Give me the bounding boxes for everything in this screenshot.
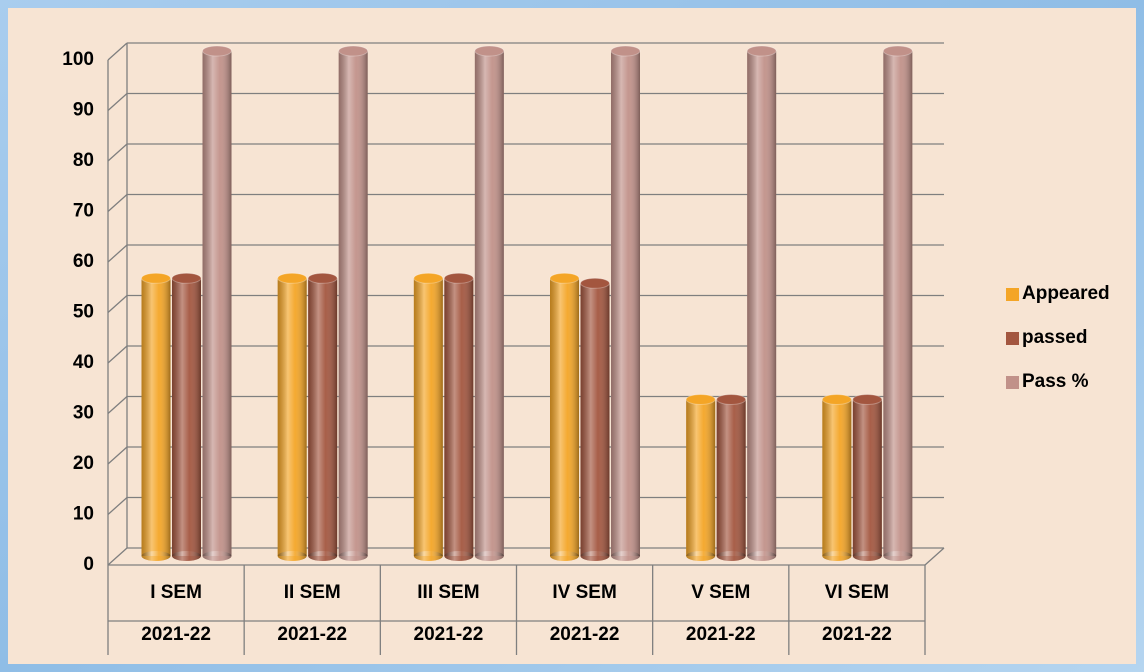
bar-shading — [716, 399, 746, 556]
grid-diagonal — [107, 42, 128, 61]
grid-diagonal — [107, 345, 128, 364]
x-tick-label: 2021-22 — [822, 624, 892, 645]
bar-top — [443, 272, 474, 284]
bar-shading — [308, 278, 338, 556]
bar-shading — [172, 278, 201, 556]
x-tick-label: 2021-22 — [141, 624, 211, 645]
bar-shading — [550, 278, 579, 556]
bar — [141, 272, 171, 561]
y-tick-label: 50 — [73, 302, 94, 323]
bar-shading — [580, 283, 610, 556]
bar — [277, 272, 308, 561]
bar-top — [277, 272, 308, 284]
bar — [307, 272, 338, 561]
bar-shading — [852, 399, 882, 556]
y-tick-label: 40 — [73, 352, 94, 373]
bar — [882, 45, 913, 561]
bar — [549, 272, 580, 561]
x-tick-label: III SEM — [417, 582, 479, 603]
bar-shading — [822, 399, 852, 556]
bar-top — [307, 272, 338, 284]
legend-swatch — [1006, 332, 1019, 345]
bar — [474, 45, 505, 561]
bar-top — [171, 272, 202, 284]
y-tick-label: 80 — [73, 150, 94, 171]
legend-swatch — [1006, 376, 1019, 389]
grid-diagonal — [107, 194, 128, 212]
bar-shading — [444, 278, 474, 556]
bar-top — [746, 45, 777, 57]
bar-shading — [338, 51, 368, 556]
grid-diagonal — [107, 396, 128, 414]
x-tick-label: I SEM — [150, 582, 202, 603]
grid-diagonal — [107, 547, 128, 566]
bar — [746, 45, 777, 561]
bar — [610, 45, 641, 561]
y-tick-label: 20 — [73, 453, 94, 474]
bar-top — [685, 393, 716, 405]
grid-diagonal — [107, 446, 128, 465]
bar-top — [580, 277, 610, 289]
x-tick-label: 2021-22 — [414, 624, 484, 645]
legend-swatch — [1006, 288, 1019, 301]
x-tick-label: V SEM — [691, 582, 750, 603]
y-tick-label: 90 — [73, 100, 94, 121]
bar — [171, 272, 202, 561]
grid-diagonal — [107, 497, 128, 515]
x-tick-label: 2021-22 — [277, 624, 347, 645]
legend-label: passed — [1022, 327, 1087, 348]
y-tick-label: 100 — [62, 49, 94, 70]
bar — [443, 272, 474, 561]
x-tick-label: VI SEM — [825, 582, 889, 603]
bar-top — [202, 45, 232, 57]
bar-top — [610, 45, 641, 57]
bar-shading — [277, 278, 307, 556]
grid-diagonal — [107, 143, 128, 162]
x-tick-label: IV SEM — [552, 582, 616, 603]
y-tick-label: 10 — [73, 504, 94, 525]
x-tick-label: 2021-22 — [550, 624, 620, 645]
bar — [821, 393, 852, 561]
bar-top — [338, 45, 369, 57]
x-tick-label: II SEM — [284, 582, 341, 603]
bar-shading — [883, 51, 913, 556]
bar-shading — [202, 51, 232, 556]
bar-top — [141, 272, 171, 284]
bar-top — [413, 272, 444, 284]
legend-label: Appeared — [1022, 283, 1110, 304]
bar-shading — [474, 51, 504, 556]
legend-label: Pass % — [1022, 371, 1089, 392]
bar-shading — [141, 278, 171, 556]
bar-shading — [686, 399, 716, 556]
grid-diagonal — [107, 244, 128, 263]
x-tick-label: 2021-22 — [686, 624, 756, 645]
y-tick-label: 60 — [73, 251, 94, 272]
bar-top — [549, 272, 580, 284]
bar-shading — [611, 51, 640, 556]
bar-top — [716, 393, 747, 405]
bar-shading — [413, 278, 443, 556]
bar-top — [474, 45, 505, 57]
bar — [685, 393, 716, 561]
grid-diagonal — [107, 295, 128, 313]
bar — [202, 45, 232, 561]
bar-top — [882, 45, 913, 57]
bar — [580, 277, 610, 561]
bar-shading — [747, 51, 777, 556]
y-tick-label: 70 — [73, 201, 94, 222]
floor-right — [924, 547, 945, 566]
bar — [716, 393, 747, 561]
bar-top — [821, 393, 852, 405]
grid-diagonal — [107, 93, 128, 111]
bar-top — [852, 393, 883, 405]
bar — [852, 393, 883, 561]
bar — [338, 45, 369, 561]
bar — [413, 272, 444, 561]
y-tick-label: 30 — [73, 403, 94, 424]
y-tick-label: 0 — [83, 554, 94, 575]
